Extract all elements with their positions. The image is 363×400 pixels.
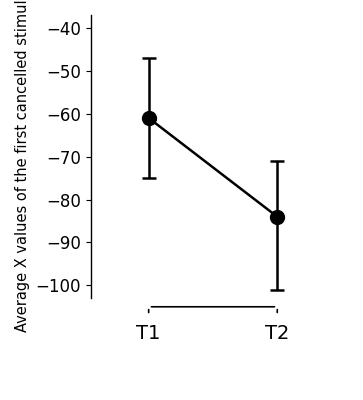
Text: T1: T1 (136, 324, 161, 343)
Text: T2: T2 (265, 324, 289, 343)
Y-axis label: Average X values of the first cancelled stimulus: Average X values of the first cancelled … (15, 0, 30, 332)
